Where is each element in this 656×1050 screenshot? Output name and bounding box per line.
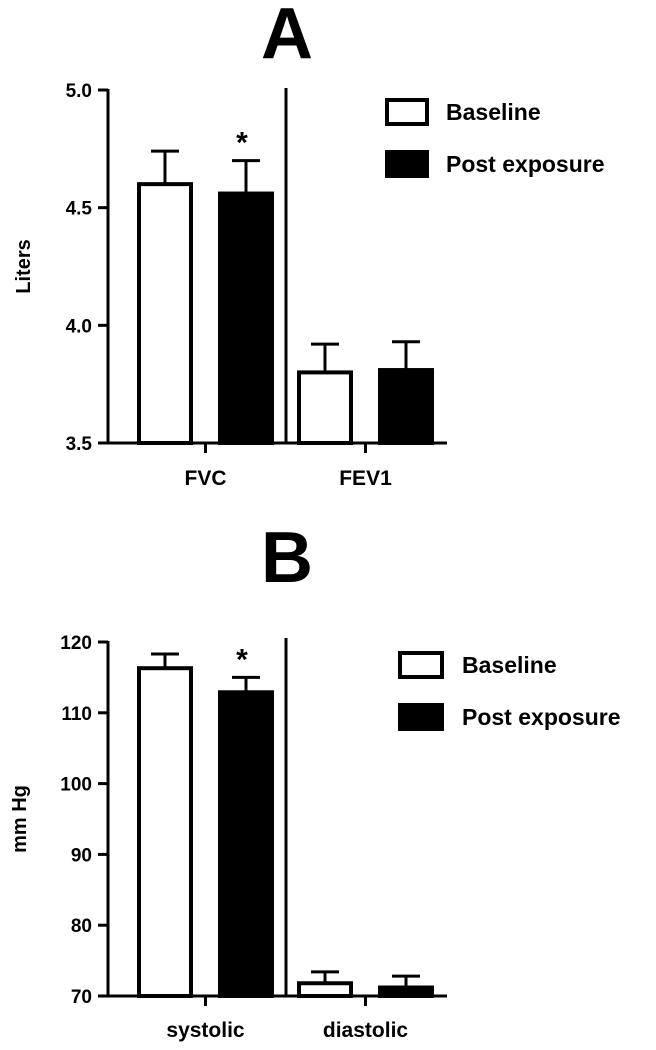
legend-swatch-post-exposure bbox=[385, 150, 429, 178]
y-tick-label: 110 bbox=[61, 704, 92, 725]
bar-fev1-baseline bbox=[297, 370, 353, 445]
panel-b: B 70 80 90 100 110 120 mm Hg systolic diastolic * B… bbox=[9, 518, 621, 1042]
legend-label: Post exposure bbox=[446, 151, 605, 177]
y-tick-label: 5.0 bbox=[66, 81, 92, 102]
y-axis-title: mm Hg bbox=[9, 785, 31, 853]
y-tick-label: 100 bbox=[60, 775, 92, 796]
x-category-label: FVC bbox=[185, 467, 227, 490]
y-tick-label: 4.0 bbox=[66, 316, 92, 337]
bar-fev1-post-exposure bbox=[378, 368, 434, 445]
legend-label: Baseline bbox=[462, 652, 557, 678]
panel-letter-b: B bbox=[261, 518, 313, 598]
y-tick-label: 4.5 bbox=[66, 199, 93, 220]
bar-fvc-post-exposure bbox=[218, 191, 274, 445]
y-tick-label: 90 bbox=[71, 845, 92, 866]
legend-label: Baseline bbox=[446, 99, 541, 125]
y-tick-label: 70 bbox=[71, 987, 92, 1008]
y-axis-title: Liters bbox=[13, 239, 35, 293]
bar-diastolic-baseline bbox=[297, 981, 353, 998]
bar-fvc-baseline bbox=[137, 182, 193, 445]
y-tick-label: 120 bbox=[60, 633, 92, 654]
y-tick-label: 80 bbox=[71, 916, 92, 937]
bar-diastolic-post-exposure bbox=[378, 985, 434, 999]
x-category-label: diastolic bbox=[323, 1019, 409, 1042]
significance-marker: * bbox=[236, 127, 248, 160]
legend-swatch-post-exposure bbox=[398, 703, 444, 731]
bar-systolic-post-exposure bbox=[218, 690, 274, 998]
x-category-label: systolic bbox=[166, 1019, 245, 1042]
significance-marker: * bbox=[236, 643, 248, 676]
bar-systolic-baseline bbox=[137, 666, 193, 998]
panel-letter-a: A bbox=[261, 0, 313, 74]
panel-a: A 3.5 4.0 4.5 5.0 Liters FVC FEV1 * Baseline Post … bbox=[13, 0, 605, 490]
legend-label: Post exposure bbox=[462, 704, 621, 730]
legend-swatch-baseline bbox=[385, 98, 429, 126]
y-tick-label: 3.5 bbox=[66, 434, 93, 455]
legend-swatch-baseline bbox=[398, 651, 444, 679]
x-category-label: FEV1 bbox=[339, 467, 392, 490]
